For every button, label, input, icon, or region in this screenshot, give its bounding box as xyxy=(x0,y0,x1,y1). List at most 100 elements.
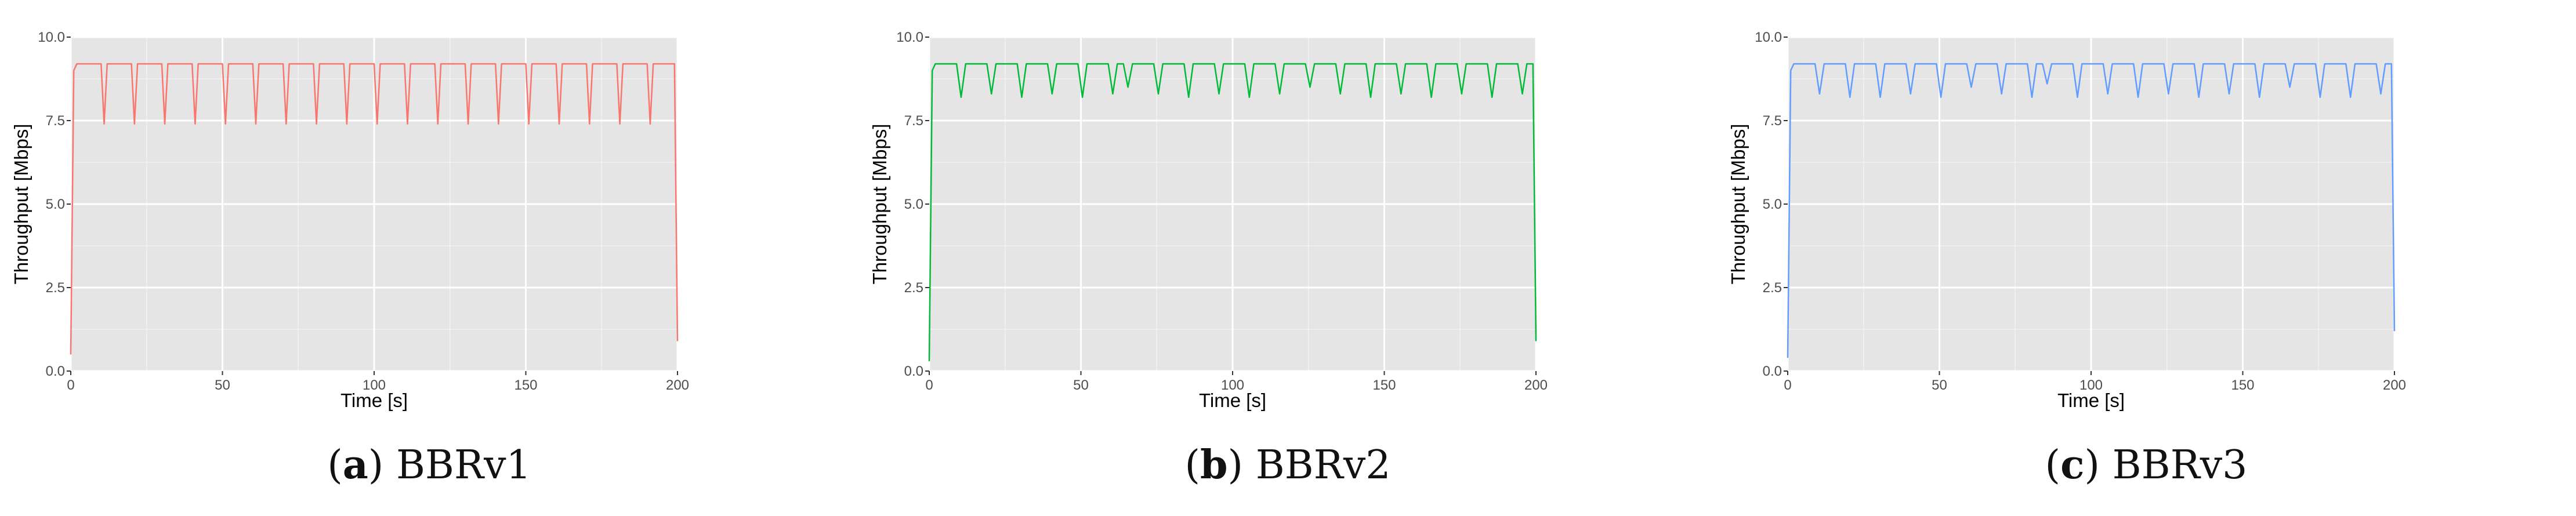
data-point xyxy=(1487,63,1488,64)
caption-text-a: BBRv1 xyxy=(396,442,531,488)
x-tick-label: 0 xyxy=(925,377,933,393)
data-point xyxy=(991,93,992,95)
data-point xyxy=(379,63,381,64)
y-tick-label: 0.0 xyxy=(904,364,923,379)
data-point xyxy=(2046,83,2048,85)
data-point xyxy=(1970,86,1972,88)
data-point xyxy=(561,63,563,64)
data-point xyxy=(2294,63,2295,64)
data-point xyxy=(592,63,593,64)
data-point xyxy=(434,63,436,64)
data-point xyxy=(252,63,253,64)
data-point xyxy=(1244,63,1245,64)
data-point xyxy=(1819,93,1820,95)
data-point xyxy=(2036,63,2037,64)
data-point xyxy=(498,123,499,125)
data-point xyxy=(470,63,472,64)
chart-panel-c: 0 50 100 150 200 0.0 2.5 5.0 7.5 10.0 Time [s] Thro… xyxy=(1717,0,2575,516)
data-point xyxy=(2027,63,2028,64)
y-axis-title: Throughput [Mbps] xyxy=(10,124,32,285)
chart-svg-c: 0 50 100 150 200 0.0 2.5 5.0 7.5 10.0 Time [s] Thro… xyxy=(1727,30,2406,411)
data-point xyxy=(343,63,345,64)
data-point xyxy=(100,63,102,64)
data-point xyxy=(1845,63,1846,64)
data-point xyxy=(528,123,530,125)
data-point xyxy=(2202,63,2204,64)
data-point xyxy=(319,63,320,64)
x-tick-label: 150 xyxy=(1372,377,1396,393)
data-point xyxy=(1279,93,1280,95)
data-point xyxy=(501,63,502,64)
data-point xyxy=(1910,93,1911,95)
data-point xyxy=(1253,63,1255,64)
throughput-line xyxy=(70,63,679,355)
data-point xyxy=(225,123,226,125)
y-tick-label: 2.5 xyxy=(46,280,65,296)
x-tick-label: 50 xyxy=(1932,377,1947,393)
data-point xyxy=(1056,63,1057,64)
data-point xyxy=(1047,63,1048,64)
y-tick-label: 2.5 xyxy=(904,280,923,296)
data-point xyxy=(1521,93,1523,95)
data-point xyxy=(1405,63,1406,64)
chart-svg-a: 0 50 100 150 200 0.0 2.5 5.0 7.5 10.0 Time [s] Thro… xyxy=(10,30,689,411)
data-point xyxy=(468,123,469,125)
data-point xyxy=(1214,63,1215,64)
data-point xyxy=(2112,63,2113,64)
data-point xyxy=(586,63,587,64)
y-tick-label: 0.0 xyxy=(46,364,65,379)
data-point xyxy=(619,123,621,125)
data-point xyxy=(1305,63,1306,64)
x-tick-label: 200 xyxy=(2383,377,2406,393)
x-tick-label: 50 xyxy=(1073,377,1089,393)
chart-panel-b: 0 50 100 150 200 0.0 2.5 5.0 7.5 10.0 Time [s] Thro… xyxy=(858,0,1717,516)
data-point xyxy=(313,63,314,64)
y-tick-label: 5.0 xyxy=(46,197,65,212)
data-point xyxy=(1461,93,1462,95)
data-point xyxy=(674,63,675,64)
data-point xyxy=(2324,63,2325,64)
data-point xyxy=(228,63,229,64)
data-point xyxy=(1787,357,1788,358)
data-point xyxy=(316,123,317,125)
data-point xyxy=(2042,63,2043,64)
data-point xyxy=(1496,63,1497,64)
y-tick-label: 5.0 xyxy=(1763,197,1782,212)
data-point xyxy=(131,63,132,64)
data-point xyxy=(1426,63,1428,64)
data-point xyxy=(1966,63,1968,64)
data-point xyxy=(622,63,624,64)
y-tick-label: 5.0 xyxy=(904,197,923,212)
data-point xyxy=(346,123,347,125)
data-point xyxy=(255,123,256,125)
caption-letter-a: a xyxy=(342,442,368,488)
y-axis-title: Throughput [Mbps] xyxy=(1727,124,1749,285)
data-point xyxy=(285,123,287,125)
x-tick-label: 0 xyxy=(67,377,74,393)
x-axis-title: Time [s] xyxy=(340,390,408,411)
data-point xyxy=(965,63,966,64)
data-point xyxy=(1123,63,1124,64)
data-point xyxy=(2107,93,2108,95)
data-point xyxy=(1223,63,1224,64)
data-point xyxy=(407,123,408,125)
caption-letter-b: b xyxy=(1200,442,1228,488)
data-point xyxy=(1875,63,1876,64)
x-tick-label: 50 xyxy=(215,377,230,393)
x-tick-label: 0 xyxy=(1784,377,1791,393)
data-point xyxy=(2289,86,2291,88)
data-point xyxy=(134,123,135,125)
data-point xyxy=(1365,63,1367,64)
caption-c: (c) BBRv3 xyxy=(2045,442,2248,488)
x-tick-label: 100 xyxy=(363,377,386,393)
x-tick-label: 150 xyxy=(2231,377,2254,393)
data-point xyxy=(531,63,532,64)
y-tick-label: 7.5 xyxy=(1763,113,1782,129)
data-point xyxy=(1274,63,1276,64)
data-point xyxy=(934,63,936,64)
data-point xyxy=(2001,93,2002,95)
data-point xyxy=(1532,63,1534,64)
data-point xyxy=(2385,63,2386,64)
data-point xyxy=(282,63,284,64)
x-axis-title: Time [s] xyxy=(2057,390,2125,411)
